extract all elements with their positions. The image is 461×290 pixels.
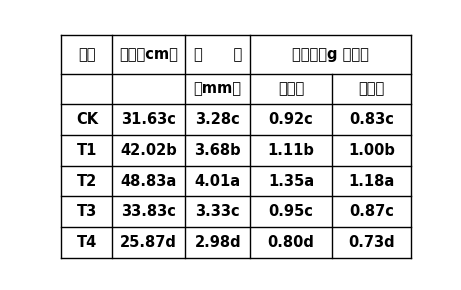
Text: T4: T4 — [77, 235, 97, 250]
Text: 48.83a: 48.83a — [121, 173, 177, 188]
Text: 0.87c: 0.87c — [349, 204, 394, 219]
Text: 0.80d: 0.80d — [268, 235, 314, 250]
Text: T3: T3 — [77, 204, 97, 219]
Text: T1: T1 — [77, 143, 97, 158]
Text: 1.11b: 1.11b — [268, 143, 314, 158]
Text: （mm）: （mm） — [194, 81, 242, 97]
Text: 0.95c: 0.95c — [269, 204, 313, 219]
Text: 株高（cm）: 株高（cm） — [119, 47, 178, 62]
Text: 地下部: 地下部 — [358, 81, 384, 97]
Text: 0.83c: 0.83c — [349, 112, 394, 127]
Text: 3.33c: 3.33c — [195, 204, 240, 219]
Text: 31.63c: 31.63c — [121, 112, 176, 127]
Text: 茎      粗: 茎 粗 — [194, 47, 242, 62]
Text: 1.00b: 1.00b — [348, 143, 395, 158]
Text: T2: T2 — [77, 173, 97, 188]
Text: 4.01a: 4.01a — [195, 173, 241, 188]
Text: 1.18a: 1.18a — [349, 173, 395, 188]
Text: 25.87d: 25.87d — [120, 235, 177, 250]
Text: 3.68b: 3.68b — [195, 143, 241, 158]
Text: 3.28c: 3.28c — [195, 112, 240, 127]
Text: 42.02b: 42.02b — [120, 143, 177, 158]
Text: 2.98d: 2.98d — [195, 235, 241, 250]
Text: 处理: 处理 — [78, 47, 95, 62]
Text: CK: CK — [76, 112, 98, 127]
Text: 地上部: 地上部 — [278, 81, 304, 97]
Text: 0.73d: 0.73d — [348, 235, 395, 250]
Text: 0.92c: 0.92c — [269, 112, 313, 127]
Text: 1.35a: 1.35a — [268, 173, 314, 188]
Text: 生物量（g 干重）: 生物量（g 干重） — [292, 47, 369, 62]
Text: 33.83c: 33.83c — [121, 204, 176, 219]
